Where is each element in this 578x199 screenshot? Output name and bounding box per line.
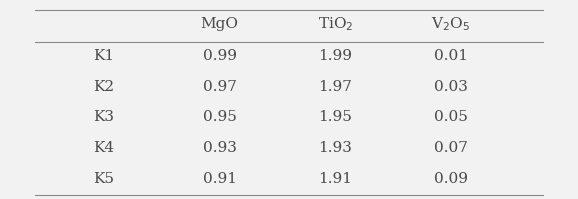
Text: 0.09: 0.09: [434, 172, 468, 186]
Text: TiO$_2$: TiO$_2$: [317, 15, 353, 33]
Text: 0.03: 0.03: [434, 80, 468, 94]
Text: K5: K5: [94, 172, 114, 186]
Text: 1.97: 1.97: [318, 80, 352, 94]
Text: K4: K4: [94, 141, 114, 155]
Text: K1: K1: [94, 49, 114, 63]
Text: 0.01: 0.01: [434, 49, 468, 63]
Text: MgO: MgO: [201, 17, 239, 31]
Text: 0.07: 0.07: [434, 141, 468, 155]
Text: 1.91: 1.91: [318, 172, 352, 186]
Text: 0.91: 0.91: [203, 172, 236, 186]
Text: 0.95: 0.95: [203, 110, 236, 124]
Text: V$_2$O$_5$: V$_2$O$_5$: [431, 15, 470, 33]
Text: K2: K2: [94, 80, 114, 94]
Text: 0.05: 0.05: [434, 110, 468, 124]
Text: K3: K3: [94, 110, 114, 124]
Text: 1.93: 1.93: [318, 141, 352, 155]
Text: 0.97: 0.97: [203, 80, 236, 94]
Text: 0.93: 0.93: [203, 141, 236, 155]
Text: 1.99: 1.99: [318, 49, 352, 63]
Text: 0.99: 0.99: [203, 49, 236, 63]
Text: 1.95: 1.95: [318, 110, 352, 124]
